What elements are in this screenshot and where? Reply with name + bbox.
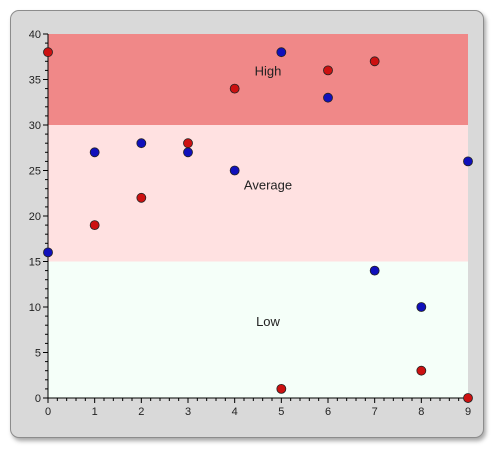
x-tick-label: 2 — [138, 406, 144, 418]
x-tick-label: 5 — [278, 406, 284, 418]
x-tick-label: 3 — [185, 406, 191, 418]
data-point — [89, 147, 100, 158]
band-label-average: Average — [244, 177, 292, 192]
data-point — [136, 192, 147, 203]
x-tick-label: 6 — [325, 406, 331, 418]
y-tick-label: 30 — [29, 120, 41, 132]
data-point — [463, 156, 473, 167]
band-label-high: High — [255, 64, 282, 79]
data-point — [416, 302, 427, 312]
data-point — [229, 83, 240, 94]
data-point — [463, 393, 473, 403]
band-average — [48, 125, 468, 262]
x-tick-label: 1 — [92, 406, 98, 418]
axes-layer: 0 5 10 15 20 25 30 35 40 0 1 2 3 4 5 6 7 8 9 — [29, 29, 471, 418]
points-layer — [43, 47, 473, 403]
x-tick-label: 0 — [45, 406, 51, 418]
x-tick-label: 7 — [372, 406, 378, 418]
band-label-low: Low — [256, 314, 280, 329]
data-point — [369, 265, 380, 276]
data-point — [183, 138, 193, 149]
x-tick-label: 9 — [465, 406, 471, 418]
y-tick-label: 35 — [29, 75, 41, 87]
y-tick-label: 10 — [29, 302, 41, 314]
data-point — [323, 65, 333, 76]
data-point — [369, 56, 380, 67]
y-tick-label: 15 — [29, 257, 41, 269]
data-point — [43, 47, 53, 58]
bands-layer: High Average Low — [48, 34, 468, 398]
y-tick-label: 25 — [29, 166, 41, 178]
data-point — [276, 383, 287, 394]
band-low — [48, 261, 468, 398]
y-tick-label: 40 — [29, 29, 41, 41]
data-point — [416, 365, 427, 376]
data-point — [276, 47, 287, 58]
data-point — [136, 138, 147, 149]
x-tick-label: 4 — [232, 406, 238, 418]
data-point — [229, 165, 240, 176]
y-tick-label: 5 — [35, 348, 41, 360]
y-tick-label: 20 — [29, 211, 41, 223]
data-point — [89, 220, 100, 231]
x-tick-label: 8 — [418, 406, 424, 418]
band-high — [48, 34, 468, 125]
data-point — [323, 92, 333, 103]
data-point — [43, 247, 53, 258]
y-tick-label: 0 — [35, 393, 41, 405]
data-point — [183, 147, 193, 158]
